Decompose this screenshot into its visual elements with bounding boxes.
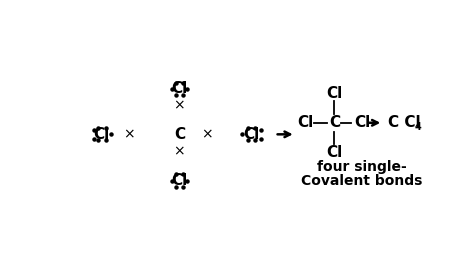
Text: Cl: Cl [326, 86, 343, 101]
Text: four single-: four single- [317, 160, 406, 174]
Text: C Cl: C Cl [388, 115, 420, 130]
Text: Cl: Cl [354, 115, 370, 130]
Text: C: C [329, 115, 340, 130]
Text: Cl: Cl [94, 127, 110, 142]
Text: Cl: Cl [297, 115, 313, 130]
Text: Cl: Cl [243, 127, 260, 142]
Text: ×: × [123, 127, 135, 141]
Text: Cl: Cl [326, 144, 343, 160]
Text: Cl: Cl [171, 173, 188, 188]
Text: ×: × [201, 127, 212, 141]
Text: Covalent bonds: Covalent bonds [301, 174, 422, 188]
Text: 4: 4 [414, 122, 421, 132]
Text: ×: × [173, 99, 185, 113]
Text: Cl: Cl [171, 81, 188, 96]
Text: ×: × [173, 144, 185, 158]
Text: C: C [174, 127, 185, 142]
